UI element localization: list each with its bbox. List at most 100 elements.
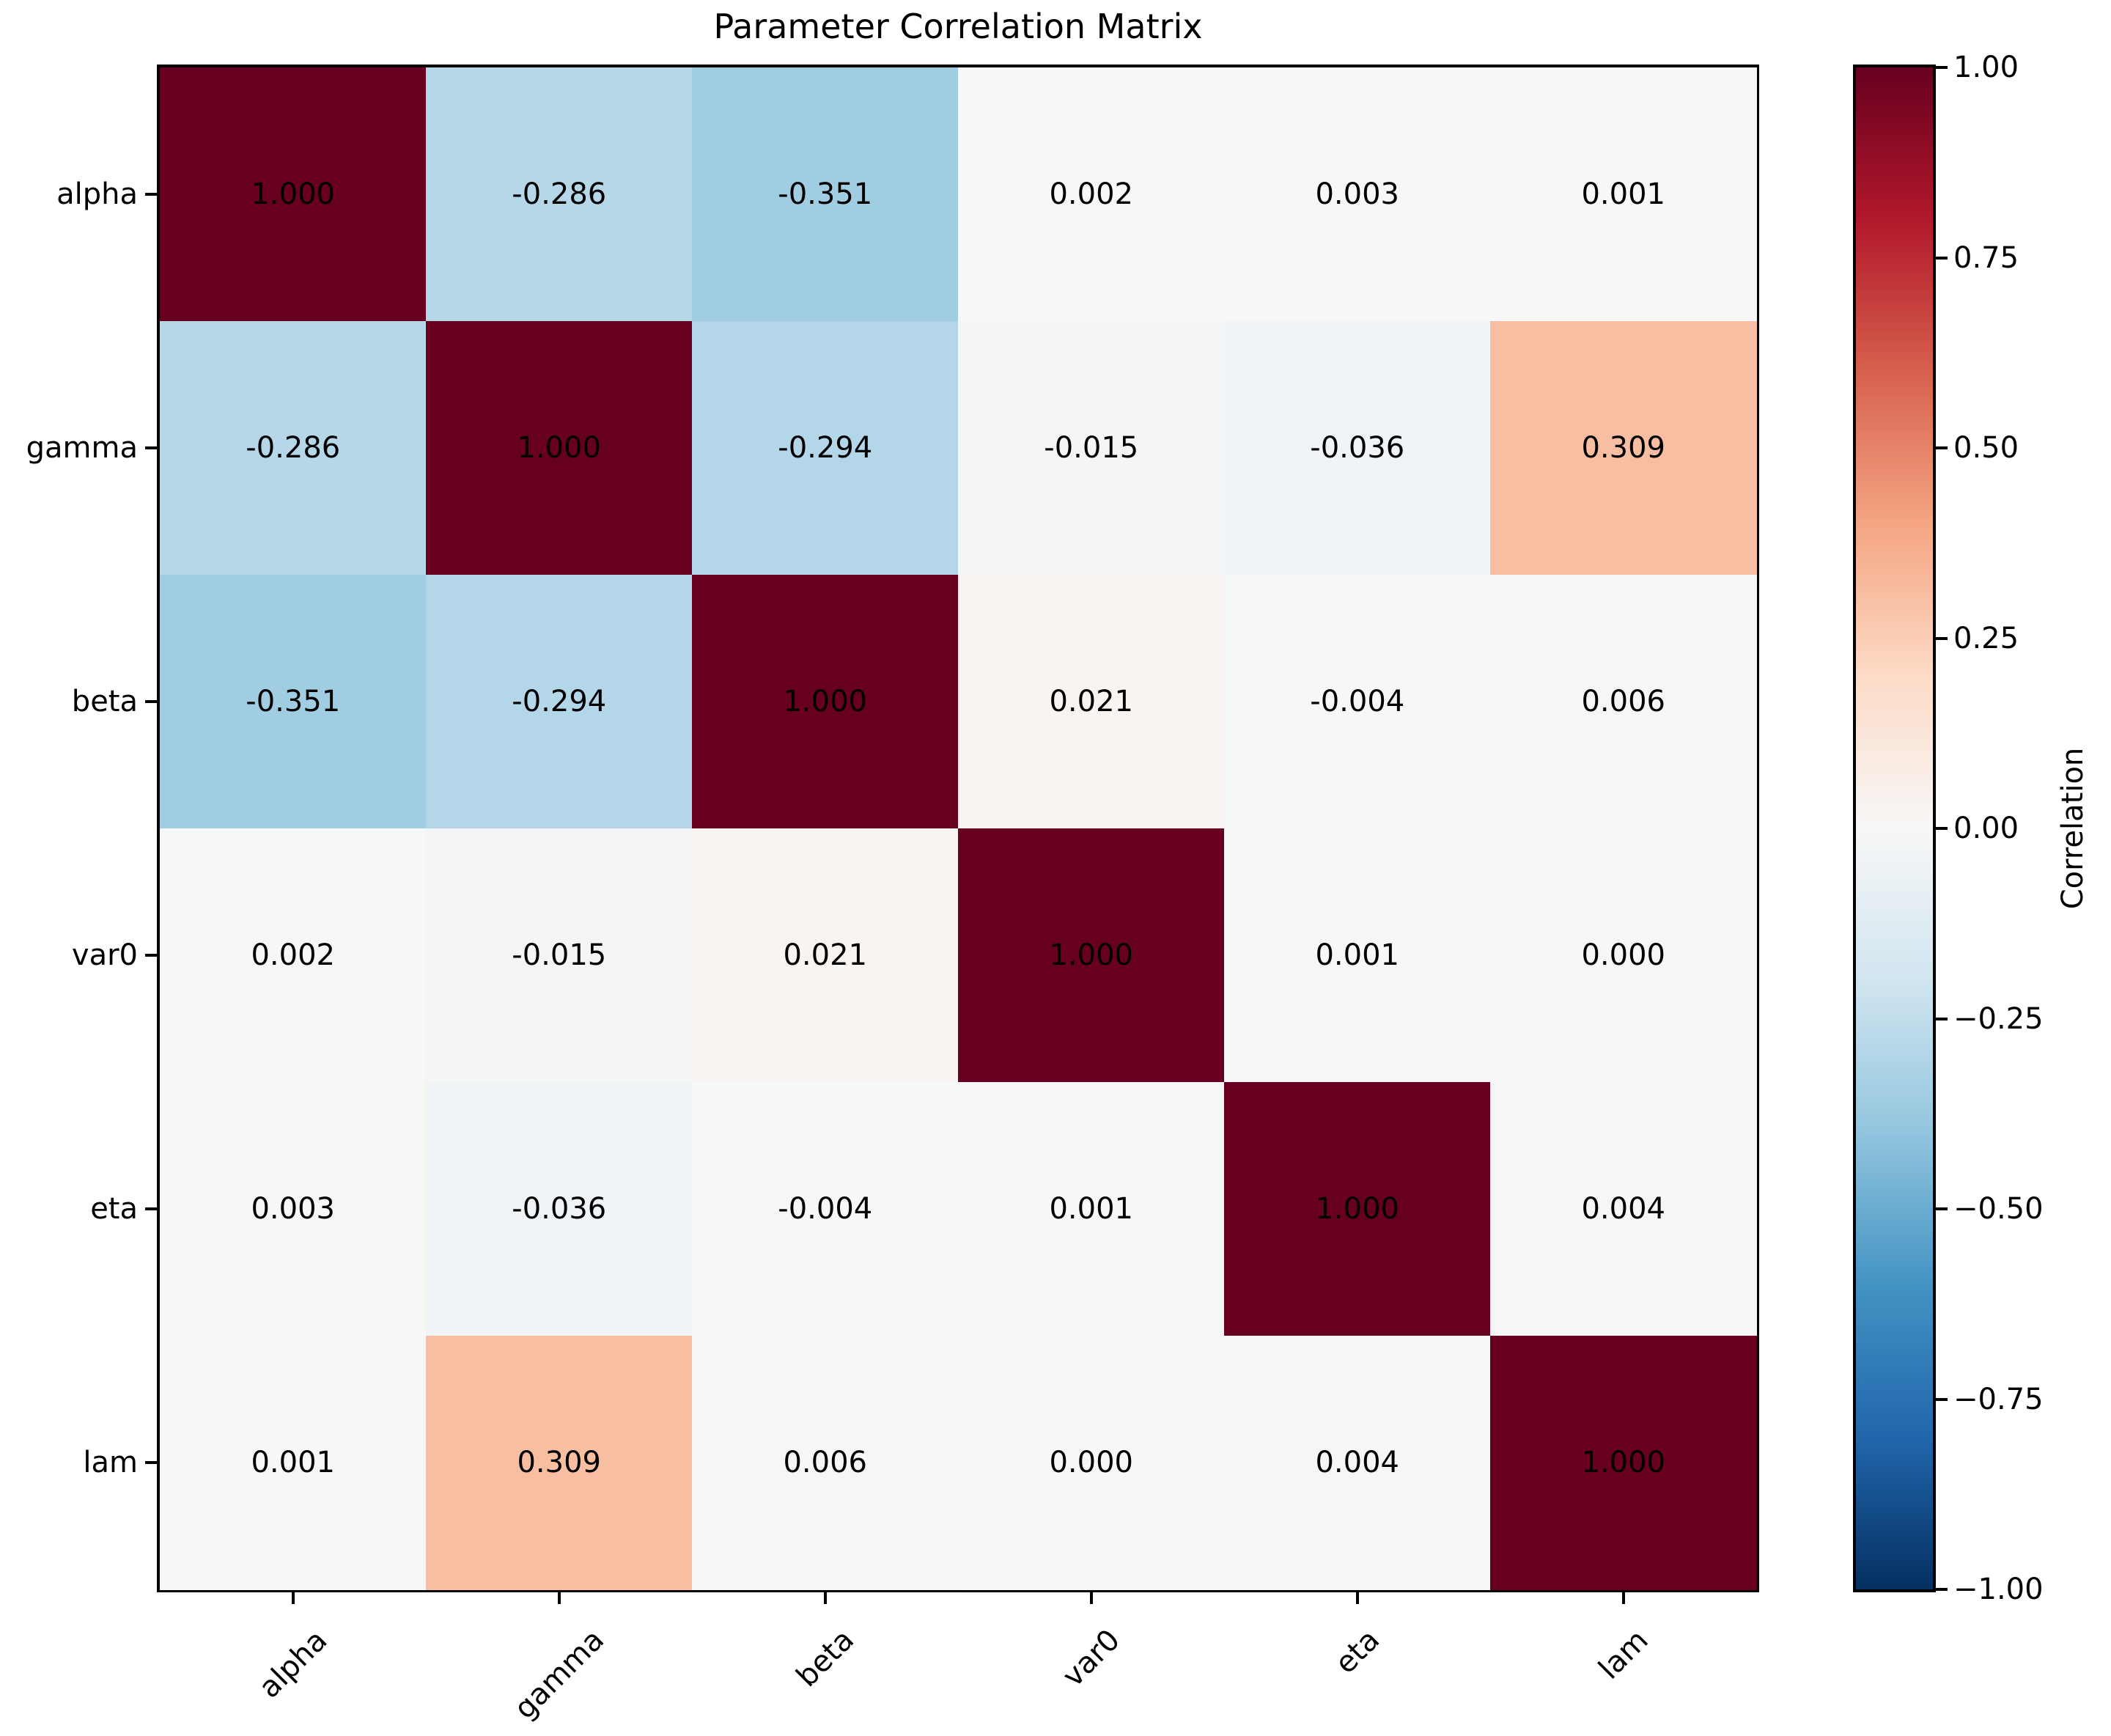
- cell-value: -0.286: [246, 431, 341, 466]
- heatmap-cell-eta-eta: 1.000: [1224, 1082, 1491, 1336]
- cell-value: 0.006: [783, 1446, 867, 1480]
- heatmap-cell-beta-var0: 0.021: [958, 575, 1225, 829]
- heatmap-cell-alpha-lam: 0.001: [1490, 67, 1757, 322]
- x-tick-label-gamma: gamma: [507, 1623, 611, 1726]
- x-tick-label-alpha: alpha: [252, 1623, 334, 1705]
- cell-value: 1.000: [1049, 938, 1133, 973]
- cell-value: -0.351: [246, 685, 341, 719]
- y-tick-label-var0: var0: [71, 938, 138, 972]
- cell-value: 1.000: [783, 685, 867, 719]
- colorbar-tick-label: 0.75: [1953, 240, 2019, 275]
- cell-value: 0.001: [1581, 177, 1665, 212]
- heatmap-cell-eta-var0: 0.001: [958, 1082, 1225, 1336]
- x-tick-mark: [823, 1592, 827, 1604]
- cell-value: 0.002: [251, 938, 335, 973]
- heatmap-cell-eta-gamma: -0.036: [426, 1082, 693, 1336]
- heatmap-cell-var0-lam: 0.000: [1490, 828, 1757, 1083]
- y-tick-mark: [145, 954, 157, 957]
- y-tick-mark: [145, 446, 157, 449]
- heatmap-cell-alpha-beta: -0.351: [692, 67, 959, 322]
- cell-value: 0.003: [251, 1192, 335, 1226]
- colorbar-tick-mark: [1936, 1397, 1948, 1401]
- chart-title: Parameter Correlation Matrix: [713, 7, 1203, 46]
- heatmap-cell-gamma-beta: -0.294: [692, 321, 959, 575]
- heatmap-cell-var0-alpha: 0.002: [160, 828, 427, 1083]
- y-tick-label-gamma: gamma: [26, 431, 138, 465]
- colorbar-tick-mark: [1936, 66, 1948, 69]
- heatmap-cell-beta-beta: 1.000: [692, 575, 959, 829]
- x-tick-mark: [291, 1592, 295, 1604]
- colorbar-tick-mark: [1936, 1017, 1948, 1020]
- x-tick-label-beta: beta: [789, 1623, 861, 1694]
- heatmap-cell-beta-lam: 0.006: [1490, 575, 1757, 829]
- y-tick-label-eta: eta: [90, 1192, 138, 1226]
- cell-value: -0.004: [1310, 685, 1405, 719]
- x-tick-mark: [1621, 1592, 1625, 1604]
- heatmap-cell-gamma-lam: 0.309: [1490, 321, 1757, 575]
- cell-value: -0.015: [1044, 431, 1139, 466]
- cell-value: 0.001: [1049, 1192, 1133, 1226]
- x-tick-label-lam: lam: [1591, 1623, 1655, 1686]
- cell-value: -0.294: [778, 431, 873, 466]
- cell-value: 0.021: [783, 938, 867, 973]
- heatmap-cell-lam-alpha: 0.001: [160, 1336, 427, 1590]
- heatmap-cell-beta-gamma: -0.294: [426, 575, 693, 829]
- cell-value: -0.036: [512, 1192, 607, 1226]
- x-tick-mark: [1089, 1592, 1093, 1604]
- y-tick-label-beta: beta: [71, 685, 138, 718]
- y-tick-mark: [145, 193, 157, 196]
- cell-value: 0.309: [1581, 431, 1665, 466]
- heatmap-cell-var0-beta: 0.021: [692, 828, 959, 1083]
- y-tick-label-lam: lam: [83, 1446, 138, 1479]
- cell-value: 0.000: [1581, 938, 1665, 973]
- heatmap-cell-alpha-alpha: 1.000: [160, 67, 427, 322]
- colorbar-tick-label: 0.50: [1953, 431, 2019, 465]
- cell-value: 0.001: [1315, 938, 1399, 973]
- heatmap-cell-beta-eta: -0.004: [1224, 575, 1491, 829]
- heatmap-cell-lam-var0: 0.000: [958, 1336, 1225, 1590]
- cell-value: 0.021: [1049, 685, 1133, 719]
- colorbar-gradient: [1853, 65, 1936, 1592]
- heatmap-cell-var0-var0: 1.000: [958, 828, 1225, 1083]
- y-tick-label-alpha: alpha: [56, 177, 138, 211]
- heatmap-cell-lam-beta: 0.006: [692, 1336, 959, 1590]
- heatmap-cell-eta-alpha: 0.003: [160, 1082, 427, 1336]
- heatmap-cell-gamma-var0: -0.015: [958, 321, 1225, 575]
- heatmap-cell-lam-lam: 1.000: [1490, 1336, 1757, 1590]
- heatmap-cell-alpha-gamma: -0.286: [426, 67, 693, 322]
- heatmap-cell-var0-eta: 0.001: [1224, 828, 1491, 1083]
- colorbar-tick-mark: [1936, 636, 1948, 640]
- colorbar-tick-label: 0.25: [1953, 621, 2019, 655]
- x-tick-mark: [1355, 1592, 1359, 1604]
- cell-value: 0.001: [251, 1446, 335, 1480]
- heatmap-cell-gamma-eta: -0.036: [1224, 321, 1491, 575]
- cell-value: -0.036: [1310, 431, 1405, 466]
- colorbar-tick-label: −0.75: [1953, 1382, 2044, 1416]
- cell-value: 1.000: [1581, 1446, 1665, 1480]
- heatmap-cell-lam-gamma: 0.309: [426, 1336, 693, 1590]
- colorbar-tick-mark: [1936, 446, 1948, 449]
- colorbar-tick-label: −1.00: [1953, 1573, 2044, 1606]
- colorbar-axis-label: Correlation: [2056, 747, 2090, 910]
- cell-value: 1.000: [1315, 1192, 1399, 1226]
- cell-value: -0.004: [778, 1192, 873, 1226]
- heatmap-cell-alpha-var0: 0.002: [958, 67, 1225, 322]
- heatmap-cell-eta-beta: -0.004: [692, 1082, 959, 1336]
- heatmap-axes: 1.000 -0.286 -0.351 0.002 0.003 0.001 -0.286 1.…: [157, 65, 1759, 1592]
- cell-value: 0.002: [1049, 177, 1133, 212]
- colorbar-tick-label: −0.25: [1953, 1001, 2044, 1036]
- cell-value: 0.003: [1315, 177, 1399, 212]
- y-tick-mark: [145, 700, 157, 703]
- colorbar-tick-label: 0.00: [1953, 812, 2019, 845]
- cell-value: -0.294: [512, 685, 607, 719]
- heatmap-cell-lam-eta: 0.004: [1224, 1336, 1491, 1590]
- heatmap-cell-eta-lam: 0.004: [1490, 1082, 1757, 1336]
- heatmap-cell-alpha-eta: 0.003: [1224, 67, 1491, 322]
- colorbar-tick-label: −0.50: [1953, 1192, 2044, 1226]
- cell-value: 0.004: [1581, 1192, 1665, 1226]
- cell-value: 1.000: [251, 177, 335, 212]
- cell-value: 0.006: [1581, 685, 1665, 719]
- cell-value: 0.000: [1049, 1446, 1133, 1480]
- cell-value: 0.309: [517, 1446, 601, 1480]
